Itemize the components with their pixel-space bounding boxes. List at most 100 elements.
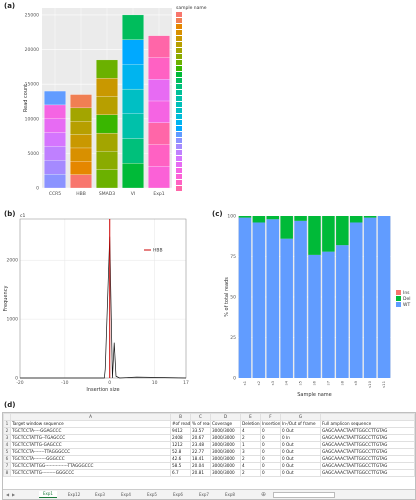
- col-letter[interactable]: F: [260, 413, 281, 421]
- header-cell[interactable]: Full amplicon sequence: [320, 420, 415, 428]
- table-cell[interactable]: 0 Out: [280, 441, 321, 449]
- table-cell[interactable]: GAGCAAACTAATTGGCCTTGTAG: [320, 462, 415, 470]
- table-cell[interactable]: 0: [260, 427, 281, 435]
- sheet-tab[interactable]: Exp3: [95, 492, 105, 497]
- table-cell[interactable]: 42.6: [170, 455, 191, 463]
- table-header-row: 1 Target window sequence #of reads % of …: [3, 420, 415, 428]
- col-letter[interactable]: D: [210, 413, 241, 421]
- col-letter[interactable]: B: [170, 413, 191, 421]
- table-cell[interactable]: GAGCAAACTAATTGGCCTTGTAG: [320, 441, 415, 449]
- table-cell[interactable]: 2408: [170, 434, 191, 442]
- table-cell[interactable]: 52.8: [170, 448, 191, 456]
- table-cell[interactable]: 0 Out: [280, 469, 321, 477]
- row-number[interactable]: 4: [3, 441, 11, 449]
- table-cell[interactable]: 3: [240, 448, 261, 456]
- table-cell[interactable]: 23.48: [190, 441, 211, 449]
- table-cell[interactable]: 3000/3000: [210, 455, 241, 463]
- table-cell[interactable]: GAGCAAACTAATTGGCCTTGTAG: [320, 427, 415, 435]
- table-cell[interactable]: GAGCAAACTAATTGGCCTTGTAG: [320, 448, 415, 456]
- tab-next-icon[interactable]: ▶: [12, 492, 16, 497]
- row-number[interactable]: 7: [3, 462, 11, 470]
- table-cell[interactable]: TGCTCCTATTG---------GGGCCC: [10, 469, 171, 477]
- table-cell[interactable]: GAGCAAACTAATTGGCCTTGTAG: [320, 434, 415, 442]
- table-cell[interactable]: GAGCAAACTAATTGGCCTTGTAG: [320, 455, 415, 463]
- table-cell[interactable]: TGCTCCTATTGG---------------TTAGGGCCC: [10, 462, 171, 470]
- header-cell[interactable]: Coverage: [210, 420, 241, 428]
- table-cell[interactable]: TGCTCCTATTG--TGAGCCC: [10, 434, 171, 442]
- add-sheet-icon[interactable]: ⊕: [261, 491, 267, 498]
- table-cell[interactable]: 20.04: [190, 462, 211, 470]
- sheet-tab[interactable]: Exp1: [39, 491, 57, 498]
- table-cell[interactable]: 0 Out: [280, 462, 321, 470]
- sheet-tab[interactable]: Exp5: [147, 492, 157, 497]
- row-number[interactable]: 8: [3, 469, 11, 477]
- table-cell[interactable]: 0: [260, 462, 281, 470]
- c-bar-segment: [294, 216, 307, 221]
- table-cell[interactable]: 3000/3000: [210, 469, 241, 477]
- panel-label-d: (d): [4, 401, 16, 409]
- table-cell[interactable]: 1212: [170, 441, 191, 449]
- table-cell[interactable]: 0: [260, 441, 281, 449]
- sheet-tab[interactable]: Exp4: [121, 492, 131, 497]
- table-cell[interactable]: 0 Out: [280, 448, 321, 456]
- table-cell[interactable]: 0: [260, 469, 281, 477]
- table-cell[interactable]: 6.7: [170, 469, 191, 477]
- table-cell[interactable]: 18.41: [190, 455, 211, 463]
- table-cell[interactable]: 22.77: [190, 448, 211, 456]
- tab-prev-icon[interactable]: ◀: [6, 492, 10, 497]
- sheet-tab[interactable]: Exp7: [199, 492, 209, 497]
- header-cell[interactable]: % of reads: [190, 420, 211, 428]
- row-number[interactable]: 5: [3, 448, 11, 456]
- col-letter[interactable]: G: [280, 413, 321, 421]
- table-cell[interactable]: 0: [260, 448, 281, 456]
- header-cell[interactable]: In-/Out of frame: [280, 420, 321, 428]
- horizontal-scrollbar[interactable]: [273, 492, 335, 498]
- table-cell[interactable]: 20.81: [190, 469, 211, 477]
- row-number[interactable]: 2: [3, 427, 11, 435]
- table-cell[interactable]: 2: [240, 455, 261, 463]
- table-cell[interactable]: 0 In: [280, 434, 321, 442]
- table-cell[interactable]: 3000/3000: [210, 448, 241, 456]
- table-cell[interactable]: 2: [240, 469, 261, 477]
- sheet-tab[interactable]: Exp8: [225, 492, 235, 497]
- table-cell[interactable]: 1: [240, 441, 261, 449]
- col-letter[interactable]: A: [10, 413, 171, 421]
- table-cell[interactable]: GAGCAAACTAATTGGCCTTGTAG: [320, 469, 415, 477]
- b-series-line: [20, 236, 187, 379]
- sheet-tab[interactable]: Exp12: [67, 492, 81, 497]
- table-cell[interactable]: TGCTCCTA--------GGGCCC: [10, 455, 171, 463]
- row-number[interactable]: 3: [3, 434, 11, 442]
- table-cell[interactable]: 3000/3000: [210, 441, 241, 449]
- spreadsheet[interactable]: A B C D E F G 1 Target window sequence #…: [2, 412, 416, 500]
- header-cell[interactable]: Deletions: [240, 420, 261, 428]
- table-cell[interactable]: 0 Out: [280, 455, 321, 463]
- sheet-tab[interactable]: Exp6: [173, 492, 183, 497]
- table-cell[interactable]: 3000/3000: [210, 427, 241, 435]
- table-cell[interactable]: TGCTCCTA----GGAGCCC: [10, 427, 171, 435]
- row-number[interactable]: 6: [3, 455, 11, 463]
- table-cell[interactable]: 33.57: [190, 427, 211, 435]
- table-cell[interactable]: 2: [240, 434, 261, 442]
- table-cell[interactable]: 58.5: [170, 462, 191, 470]
- table-cell[interactable]: 0: [260, 434, 281, 442]
- table-cell[interactable]: 3000/3000: [210, 462, 241, 470]
- a-bar-segment: [122, 64, 144, 90]
- table-cell[interactable]: 3000/3000: [210, 434, 241, 442]
- table-cell[interactable]: TGCTCCTA-------TTAGGGCCC: [10, 448, 171, 456]
- table-cell[interactable]: 0: [260, 455, 281, 463]
- header-cell[interactable]: Target window sequence: [10, 420, 171, 428]
- table-cell[interactable]: 9412: [170, 427, 191, 435]
- table-cell[interactable]: 4: [240, 427, 261, 435]
- table-cell[interactable]: 4: [240, 462, 261, 470]
- a-ytick-label: 5000: [28, 151, 40, 157]
- c-y-axis-title: % of total reads: [224, 277, 230, 317]
- c-xtick-label: s5: [298, 380, 303, 385]
- col-letter[interactable]: E: [240, 413, 261, 421]
- col-letter[interactable]: C: [190, 413, 211, 421]
- header-cell[interactable]: #of reads: [170, 420, 191, 428]
- a-legend-swatch: [176, 138, 182, 143]
- table-cell[interactable]: 20.67: [190, 434, 211, 442]
- table-cell[interactable]: 0 Out: [280, 427, 321, 435]
- table-cell[interactable]: TGCTCCTATTG-GAGCCC: [10, 441, 171, 449]
